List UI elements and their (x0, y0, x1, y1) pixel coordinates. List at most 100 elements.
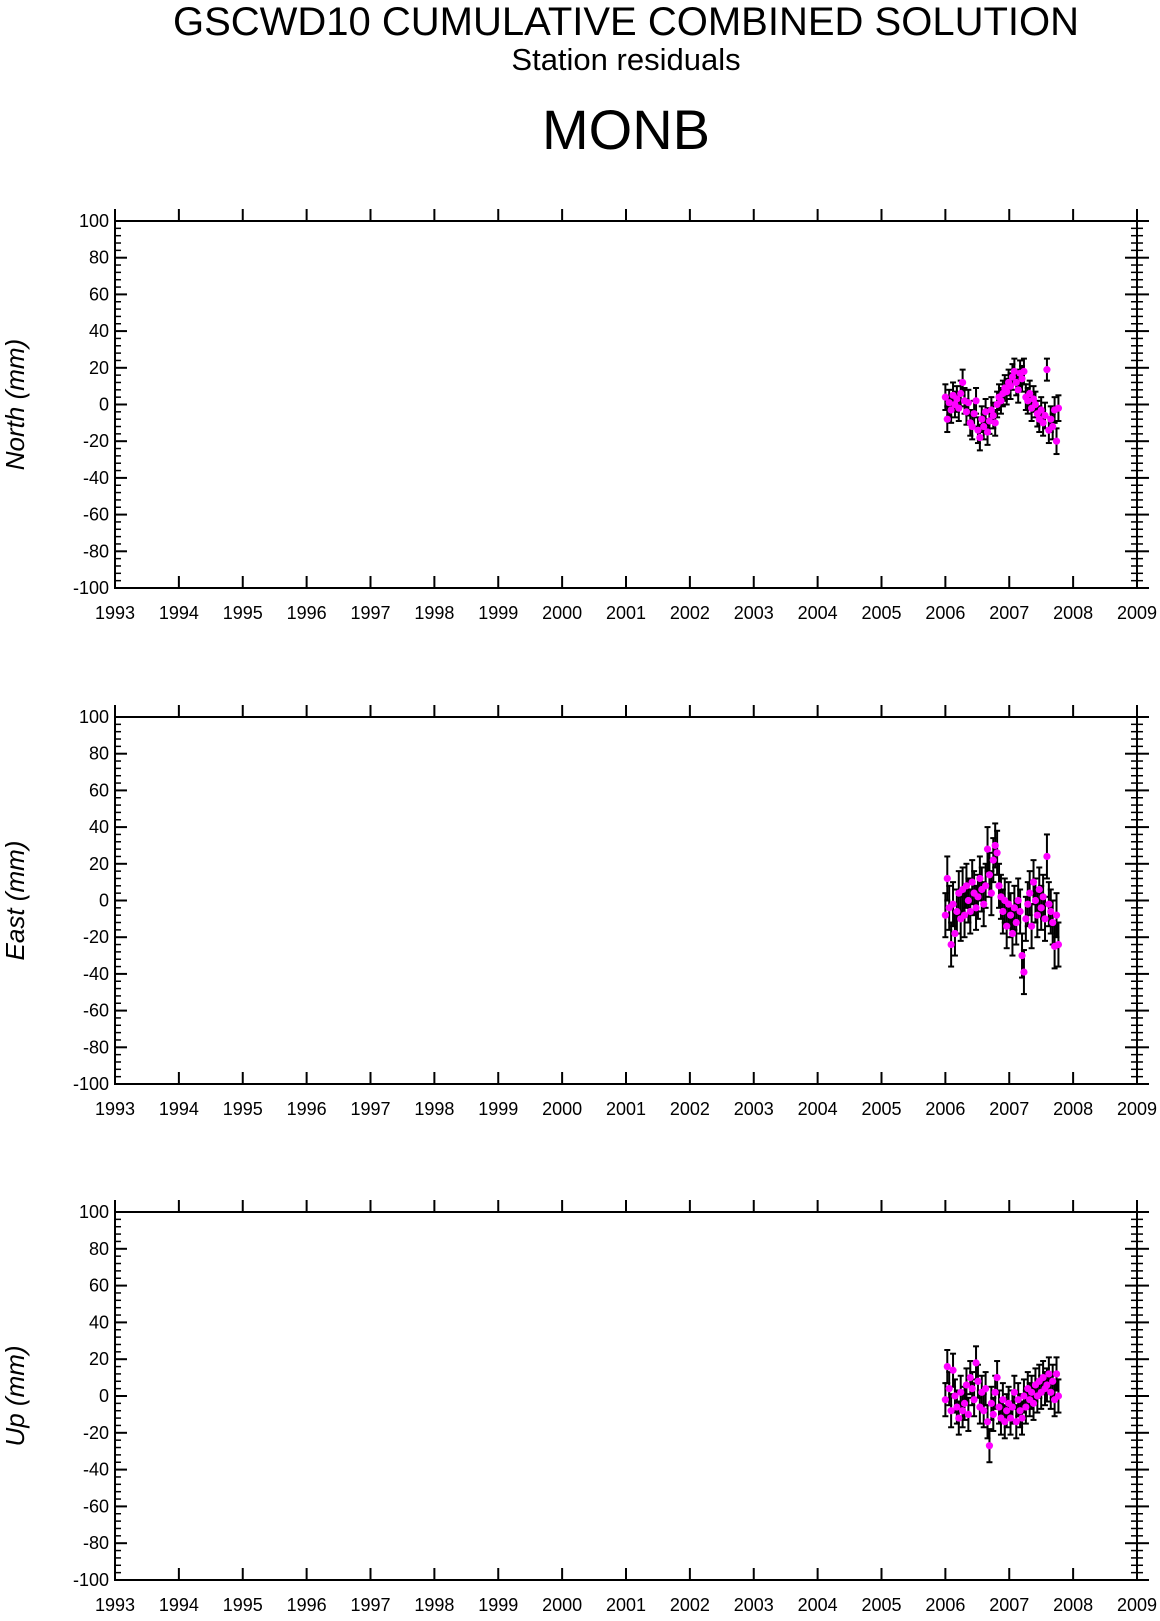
y-tick-label: 0 (99, 1386, 109, 1406)
data-point (1008, 929, 1017, 938)
y-axis-label: East (mm) (0, 841, 30, 961)
x-tick-label: 2007 (989, 1595, 1029, 1615)
x-tick-label: 2002 (670, 1595, 710, 1615)
data-point (995, 882, 1003, 890)
data-point (968, 1385, 976, 1393)
y-tick-label: 60 (89, 284, 109, 304)
data-point (1047, 907, 1055, 916)
x-tick-label: 1997 (350, 603, 390, 623)
y-tick-label: 20 (89, 854, 109, 874)
x-tick-label: 2007 (989, 603, 1029, 623)
x-tick-label: 2008 (1053, 1099, 1093, 1119)
data-point (955, 404, 963, 412)
x-tick-label: 2003 (734, 603, 774, 623)
y-tick-label: -20 (83, 431, 109, 451)
data-point (1031, 400, 1040, 409)
data-point (1010, 1388, 1018, 1396)
x-tick-label: 1999 (478, 1595, 518, 1615)
data-point (962, 882, 971, 890)
data-point (982, 882, 990, 890)
data-point (964, 1410, 972, 1418)
y-tick-label: 100 (79, 1202, 109, 1222)
data-point (991, 841, 999, 850)
data-point (966, 1374, 974, 1382)
data-point (1008, 1403, 1017, 1411)
station-name: MONB (542, 98, 710, 161)
data-point (1037, 406, 1045, 414)
data-point (1039, 1374, 1047, 1382)
x-tick-label: 2009 (1117, 1099, 1157, 1119)
data-point (947, 1407, 955, 1415)
data-point (1005, 900, 1013, 908)
data-point (960, 1399, 969, 1407)
x-tick-label: 2004 (798, 1595, 838, 1615)
y-tick-label: -100 (73, 1570, 109, 1590)
data-point (1028, 1388, 1036, 1396)
y-tick-label: -20 (83, 927, 109, 947)
data-point (1043, 1381, 1051, 1389)
data-point (1016, 907, 1024, 916)
panel-2: 1993 1994 1995 1996 1997 1998 1999 2000 2001 2002… (0, 1200, 1157, 1615)
y-tick-label: -80 (83, 1037, 109, 1057)
data-point (1010, 367, 1018, 376)
data-point (1037, 904, 1045, 912)
x-tick-label: 1997 (350, 1099, 390, 1119)
data-point (972, 1359, 980, 1367)
data-point (951, 1392, 959, 1400)
x-tick-label: 2003 (734, 1595, 774, 1615)
x-tick-label: 1995 (223, 603, 263, 623)
panel-1: 1993 1994 1995 1996 1997 1998 1999 2000 2001 2002… (0, 705, 1157, 1119)
data-point (972, 397, 980, 405)
y-tick-label: -80 (83, 1533, 109, 1553)
data-point (1018, 1414, 1026, 1422)
x-tick-label: 1999 (478, 1099, 518, 1119)
y-tick-label: 60 (89, 1276, 109, 1296)
data-point (1052, 1370, 1061, 1378)
data-point (1014, 386, 1022, 394)
y-tick-label: 80 (89, 248, 109, 268)
data-point (1001, 1418, 1009, 1426)
data-point (983, 1418, 992, 1426)
x-tick-label: 1997 (350, 1595, 390, 1615)
data-point (1041, 411, 1049, 420)
data-point (957, 389, 965, 398)
data-point (1049, 422, 1057, 431)
panel-0: 1993 1994 1995 1996 1997 1998 1999 2000 2001 2002… (0, 209, 1157, 623)
y-tick-label: 40 (89, 817, 109, 837)
data-point (962, 408, 971, 416)
data-point (1029, 1399, 1038, 1407)
data-point (1006, 1414, 1015, 1422)
data-point (1026, 889, 1034, 897)
data-point (1045, 1370, 1053, 1378)
y-tick-label: -60 (83, 1001, 109, 1021)
x-tick-label: 2007 (989, 1099, 1029, 1119)
x-tick-label: 1995 (223, 1099, 263, 1119)
data-point (1029, 878, 1038, 886)
data-point (947, 940, 955, 949)
x-tick-label: 2005 (861, 1099, 901, 1119)
plot-frame (114, 220, 1138, 589)
data-point (1016, 1407, 1024, 1415)
y-tick-label: 40 (89, 1312, 109, 1332)
data-point (1022, 1403, 1030, 1411)
data-point (983, 428, 992, 436)
x-tick-label: 2008 (1053, 603, 1093, 623)
x-tick-label: 1996 (287, 603, 327, 623)
data-point (999, 1396, 1007, 1404)
data-point (1024, 397, 1032, 405)
data-point (985, 871, 994, 879)
data-point (957, 1388, 965, 1396)
y-axis-label: North (mm) (0, 339, 30, 470)
data-point (943, 874, 951, 883)
data-point (943, 1362, 951, 1371)
y-tick-label: 80 (89, 1239, 109, 1259)
data-point (943, 415, 951, 423)
data-point (995, 1403, 1003, 1411)
data-point (1029, 395, 1038, 403)
y-tick-label: -60 (83, 1496, 109, 1516)
y-tick-label: -100 (73, 578, 109, 598)
data-point (964, 399, 972, 407)
x-tick-label: 1998 (414, 1595, 454, 1615)
data-point (949, 900, 957, 908)
